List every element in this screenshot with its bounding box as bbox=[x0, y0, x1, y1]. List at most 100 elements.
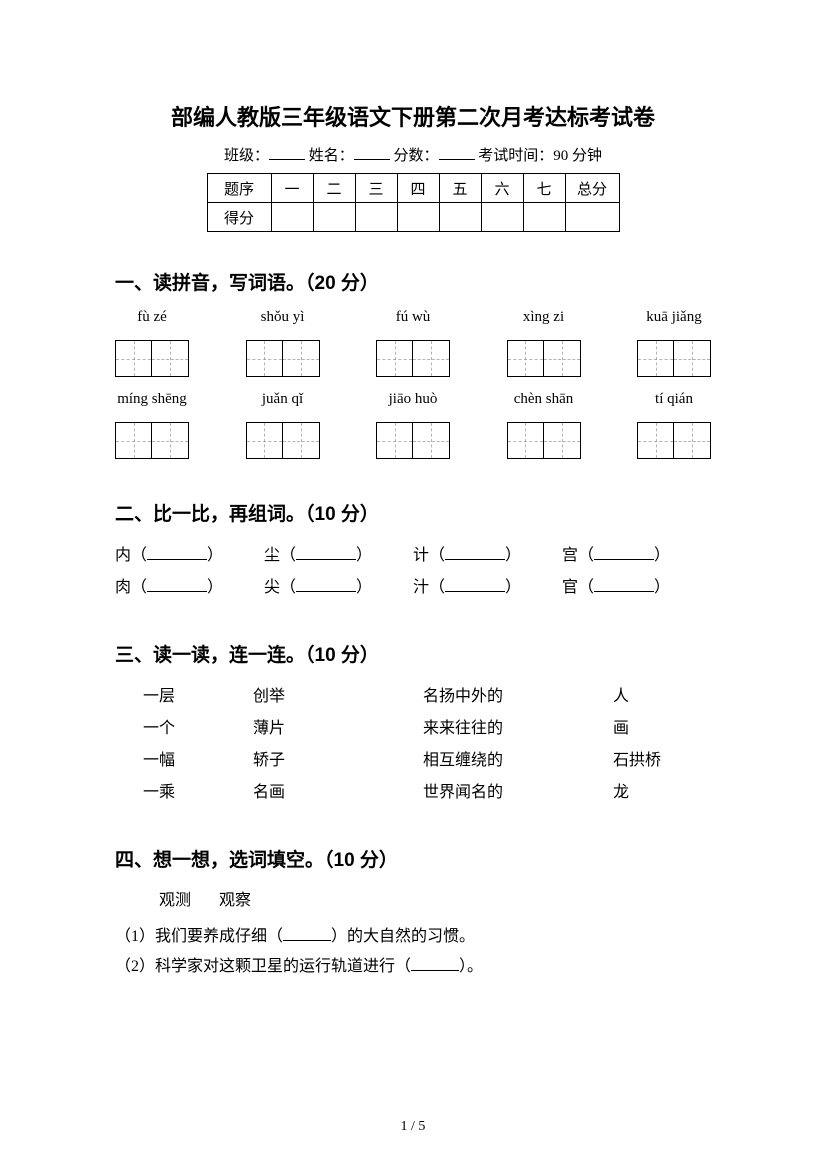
score-cell[interactable] bbox=[271, 203, 313, 232]
blank[interactable] bbox=[296, 546, 356, 560]
header-cell: 七 bbox=[523, 174, 565, 203]
score-cell[interactable] bbox=[397, 203, 439, 232]
tianzige[interactable] bbox=[507, 422, 581, 459]
q2-char: 汁 bbox=[413, 579, 429, 596]
q3-cell: 名扬中外的 bbox=[423, 681, 613, 713]
score-cell[interactable] bbox=[523, 203, 565, 232]
section-3-head: 三、读一读，连一连。（10 分） bbox=[115, 640, 711, 667]
score-cell[interactable] bbox=[355, 203, 397, 232]
blank[interactable] bbox=[445, 578, 505, 592]
page-title: 部编人教版三年级语文下册第二次月考达标考试卷 bbox=[115, 100, 711, 132]
score-cell[interactable] bbox=[313, 203, 355, 232]
header-cell: 三 bbox=[355, 174, 397, 203]
tianzige[interactable] bbox=[637, 422, 711, 459]
header-cell: 六 bbox=[481, 174, 523, 203]
q4-text: （2）科学家对这颗卫星的运行轨道进行（ bbox=[115, 958, 411, 975]
q4-question-1: （1）我们要养成仔细（）的大自然的习惯。 bbox=[115, 922, 711, 952]
tianzige[interactable] bbox=[115, 422, 189, 459]
blank[interactable] bbox=[283, 927, 331, 941]
section-1-body: fù zé shǒu yì fú wù xìng zi kuā jiǎng mí… bbox=[115, 309, 711, 459]
q3-row: 一层 创举 名扬中外的 人 bbox=[143, 681, 711, 713]
q2-item: 计（） bbox=[413, 540, 562, 572]
class-blank[interactable] bbox=[269, 146, 305, 160]
score-table: 题序 一 二 三 四 五 六 七 总分 得分 bbox=[207, 173, 620, 232]
q3-cell: 人 bbox=[613, 681, 693, 713]
tianzige[interactable] bbox=[376, 340, 450, 377]
name-label: 姓名： bbox=[309, 148, 354, 164]
pinyin-row: míng shēng juǎn qǐ jiāo huò chèn shān tí… bbox=[115, 391, 711, 459]
q3-cell: 世界闻名的 bbox=[423, 777, 613, 809]
section-4-head: 四、想一想，选词填空。（10 分） bbox=[115, 845, 711, 872]
tianzige[interactable] bbox=[376, 422, 450, 459]
q4-text: ）的大自然的习惯。 bbox=[331, 928, 475, 945]
blank[interactable] bbox=[147, 578, 207, 592]
q3-cell: 一层 bbox=[143, 681, 253, 713]
blank[interactable] bbox=[411, 957, 459, 971]
q2-row: 肉（） 尖（） 汁（） 官（） bbox=[115, 572, 711, 604]
score-table-score-row: 得分 bbox=[207, 203, 619, 232]
q2-item: 尘（） bbox=[264, 540, 413, 572]
class-label: 班级： bbox=[224, 148, 269, 164]
q3-cell: 相互缠绕的 bbox=[423, 745, 613, 777]
q3-cell: 来来往往的 bbox=[423, 713, 613, 745]
q2-char: 官 bbox=[562, 579, 578, 596]
blank[interactable] bbox=[445, 546, 505, 560]
q2-item: 宫（） bbox=[562, 540, 711, 572]
page-number: 1 / 5 bbox=[0, 1119, 826, 1135]
tianzige[interactable] bbox=[246, 340, 320, 377]
section-4-body: 观测 观察 （1）我们要养成仔细（）的大自然的习惯。 （2）科学家对这颗卫星的运… bbox=[115, 886, 711, 982]
pinyin-label: fù zé bbox=[115, 309, 189, 327]
tianzige[interactable] bbox=[246, 422, 320, 459]
pinyin-label: míng shēng bbox=[115, 391, 189, 409]
name-blank[interactable] bbox=[354, 146, 390, 160]
score-blank[interactable] bbox=[439, 146, 475, 160]
blank[interactable] bbox=[594, 546, 654, 560]
tianzige[interactable] bbox=[507, 340, 581, 377]
section-2-head: 二、比一比，再组词。（10 分） bbox=[115, 499, 711, 526]
q2-row: 内（） 尘（） 计（） 宫（） bbox=[115, 540, 711, 572]
q2-char: 计 bbox=[413, 547, 429, 564]
score-cell[interactable] bbox=[439, 203, 481, 232]
q2-char: 肉 bbox=[115, 579, 131, 596]
q2-char: 尖 bbox=[264, 579, 280, 596]
score-cell[interactable] bbox=[481, 203, 523, 232]
q4-word: 观测 bbox=[159, 892, 191, 909]
q3-cell: 薄片 bbox=[253, 713, 423, 745]
tianzige[interactable] bbox=[637, 340, 711, 377]
header-cell: 四 bbox=[397, 174, 439, 203]
blank[interactable] bbox=[147, 546, 207, 560]
pinyin-label: juǎn qǐ bbox=[246, 391, 320, 409]
blank[interactable] bbox=[296, 578, 356, 592]
pinyin-cell: kuā jiǎng bbox=[637, 309, 711, 377]
q3-cell: 名画 bbox=[253, 777, 423, 809]
header-cell: 题序 bbox=[207, 174, 271, 203]
score-cell[interactable] bbox=[565, 203, 619, 232]
q2-item: 汁（） bbox=[413, 572, 562, 604]
q4-text: ）。 bbox=[459, 958, 483, 975]
q2-item: 尖（） bbox=[264, 572, 413, 604]
meta-line: 班级： 姓名： 分数： 考试时间：90 分钟 bbox=[115, 144, 711, 165]
q2-item: 肉（） bbox=[115, 572, 264, 604]
q4-question-2: （2）科学家对这颗卫星的运行轨道进行（ ）。 bbox=[115, 952, 711, 982]
score-row-head: 得分 bbox=[207, 203, 271, 232]
pinyin-cell: fú wù bbox=[376, 309, 450, 377]
pinyin-cell: fù zé bbox=[115, 309, 189, 377]
q3-cell: 一乘 bbox=[143, 777, 253, 809]
tianzige[interactable] bbox=[115, 340, 189, 377]
time-label: 考试时间：90 分钟 bbox=[478, 148, 602, 164]
score-table-header-row: 题序 一 二 三 四 五 六 七 总分 bbox=[207, 174, 619, 203]
q2-char: 内 bbox=[115, 547, 131, 564]
q3-cell: 一个 bbox=[143, 713, 253, 745]
pinyin-cell: juǎn qǐ bbox=[246, 391, 320, 459]
q4-word: 观察 bbox=[219, 892, 251, 909]
q3-cell: 画 bbox=[613, 713, 693, 745]
section-1-head: 一、读拼音，写词语。（20 分） bbox=[115, 268, 711, 295]
pinyin-cell: míng shēng bbox=[115, 391, 189, 459]
q3-cell: 一幅 bbox=[143, 745, 253, 777]
header-cell: 一 bbox=[271, 174, 313, 203]
pinyin-cell: jiāo huò bbox=[376, 391, 450, 459]
pinyin-label: chèn shān bbox=[507, 391, 581, 409]
header-cell: 五 bbox=[439, 174, 481, 203]
q3-row: 一幅 轿子 相互缠绕的 石拱桥 bbox=[143, 745, 711, 777]
blank[interactable] bbox=[594, 578, 654, 592]
